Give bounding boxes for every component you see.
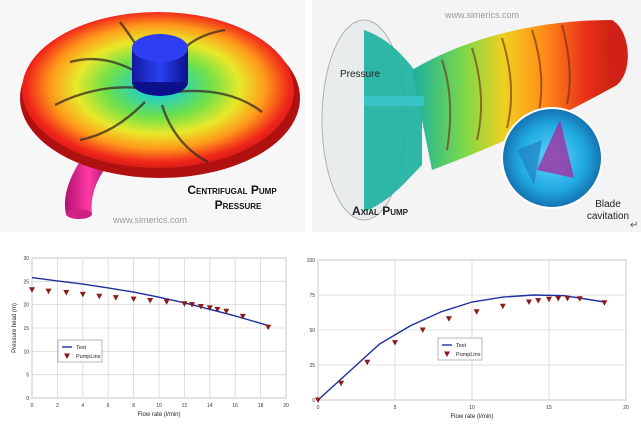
x-tick-label: 2	[56, 403, 59, 409]
data-point-pumplinx	[189, 302, 196, 308]
legend-box	[57, 339, 103, 363]
data-point-pumplinx	[214, 306, 221, 313]
x-axis-label: Flow rate (l/min)	[450, 414, 493, 420]
centrifugal-title-line2: Pressure	[215, 198, 262, 212]
axial-pump-image: Pressure Axial Pump Blade cavitation www…	[321, 10, 638, 231]
y-tick-label: 0	[312, 398, 315, 404]
data-point-pumplinx	[130, 296, 137, 303]
series-line-test	[317, 294, 605, 401]
data-point-pumplinx	[96, 293, 103, 300]
y-tick-label: 0	[26, 396, 29, 402]
x-tick-label: 20	[283, 403, 289, 409]
data-point-pumplinx	[525, 299, 532, 305]
data-point-pumplinx	[576, 296, 583, 302]
data-point-pumplinx	[499, 303, 506, 310]
data-point-pumplinx	[147, 297, 154, 304]
data-point-pumplinx	[29, 287, 35, 293]
data-point-pumplinx	[45, 288, 52, 295]
x-tick-label: 10	[469, 405, 475, 411]
legend-label: PumpLinx	[456, 352, 481, 358]
data-point-pumplinx	[265, 324, 272, 331]
blade-label-line1: Blade	[595, 199, 621, 210]
y-tick-label: 50	[309, 328, 315, 334]
x-tick-label: 20	[623, 405, 629, 411]
axial-pump-panel: Pressure Axial Pump Blade cavitation www…	[312, 0, 641, 232]
legend-swatch-pumplinx	[64, 353, 70, 359]
data-point-pumplinx	[546, 296, 552, 303]
x-tick-label: 15	[546, 405, 552, 411]
data-point-pumplinx	[601, 300, 608, 306]
y-tick-label: 25	[309, 363, 315, 369]
data-point-pumplinx	[197, 304, 204, 310]
data-point-pumplinx	[223, 308, 230, 315]
data-point-pumplinx	[239, 313, 246, 320]
data-point-pumplinx	[338, 380, 345, 387]
data-point-pumplinx	[79, 291, 86, 298]
axial-watermark: www.simerics.com	[444, 10, 519, 20]
data-point-pumplinx	[112, 295, 119, 301]
data-point-pumplinx	[473, 309, 480, 315]
y-tick-label: 75	[309, 293, 315, 299]
y-tick-label: 10	[23, 349, 29, 355]
data-point-pumplinx	[535, 298, 542, 304]
pressure-head-chart-panel: 0 2 4 6 8 10 12 14 16 18 20 0 5 10 15 20 25 30 Flow rate (…	[0, 240, 300, 424]
data-point-pumplinx	[555, 296, 562, 302]
centrifugal-pump-panel: Centrifugal Pump Pressure www.simerics.c…	[0, 0, 305, 232]
y-axis-label: Pressure head (m)	[12, 303, 18, 353]
data-point-pumplinx	[364, 359, 371, 366]
x-tick-label: 0	[31, 403, 34, 409]
x-tick-label: 0	[317, 405, 320, 411]
y-tick-label: 25	[23, 279, 29, 285]
legend-box	[437, 337, 483, 361]
data-point-pumplinx	[163, 299, 170, 305]
data-point-pumplinx	[564, 295, 571, 302]
x-tick-label: 5	[394, 405, 397, 411]
data-point-pumplinx	[206, 305, 213, 311]
data-point-pumplinx	[445, 316, 452, 322]
x-tick-label: 18	[258, 403, 264, 409]
data-point-pumplinx	[63, 290, 70, 296]
x-tick-label: 12	[182, 403, 188, 409]
centrifugal-watermark: www.simerics.com	[112, 215, 187, 225]
data-point-pumplinx	[181, 301, 188, 307]
centrifugal-pump-image: Centrifugal Pump Pressure www.simerics.c…	[20, 12, 300, 225]
data-point-pumplinx	[315, 397, 321, 403]
x-tick-label: 14	[207, 403, 213, 409]
legend-label: PumpLinx	[76, 354, 101, 360]
y-tick-label: 20	[23, 303, 29, 309]
corner-return-mark: ↵	[630, 220, 638, 231]
x-tick-label: 8	[132, 403, 135, 409]
y-tick-label: 5	[26, 373, 29, 379]
pressure-head-chart: 0 2 4 6 8 10 12 14 16 18 20 0 5 10 15 20 25 30 Flow rate (…	[12, 256, 289, 418]
x-tick-label: 6	[107, 403, 110, 409]
data-point-pumplinx	[419, 327, 426, 333]
y-tick-label: 15	[23, 326, 29, 332]
blade-label-line2: cavitation	[587, 211, 629, 222]
axial-title: Axial Pump	[352, 204, 409, 218]
data-point-pumplinx	[392, 340, 398, 346]
centrifugal-title-line1: Centrifugal Pump	[187, 183, 277, 197]
x-axis-label: Flow rate (l/min)	[137, 412, 180, 418]
y-tick-label: 100	[307, 258, 316, 264]
x-tick-label: 10	[156, 403, 162, 409]
series-line-test	[31, 276, 268, 326]
legend-label: Test	[76, 345, 87, 351]
y-tick-label: 30	[23, 256, 29, 262]
legend-label: Test	[456, 343, 467, 349]
legend-swatch-pumplinx	[444, 351, 450, 357]
axial-pressure-label: Pressure	[340, 69, 380, 80]
x-tick-label: 16	[232, 403, 238, 409]
x-tick-label: 4	[81, 403, 84, 409]
